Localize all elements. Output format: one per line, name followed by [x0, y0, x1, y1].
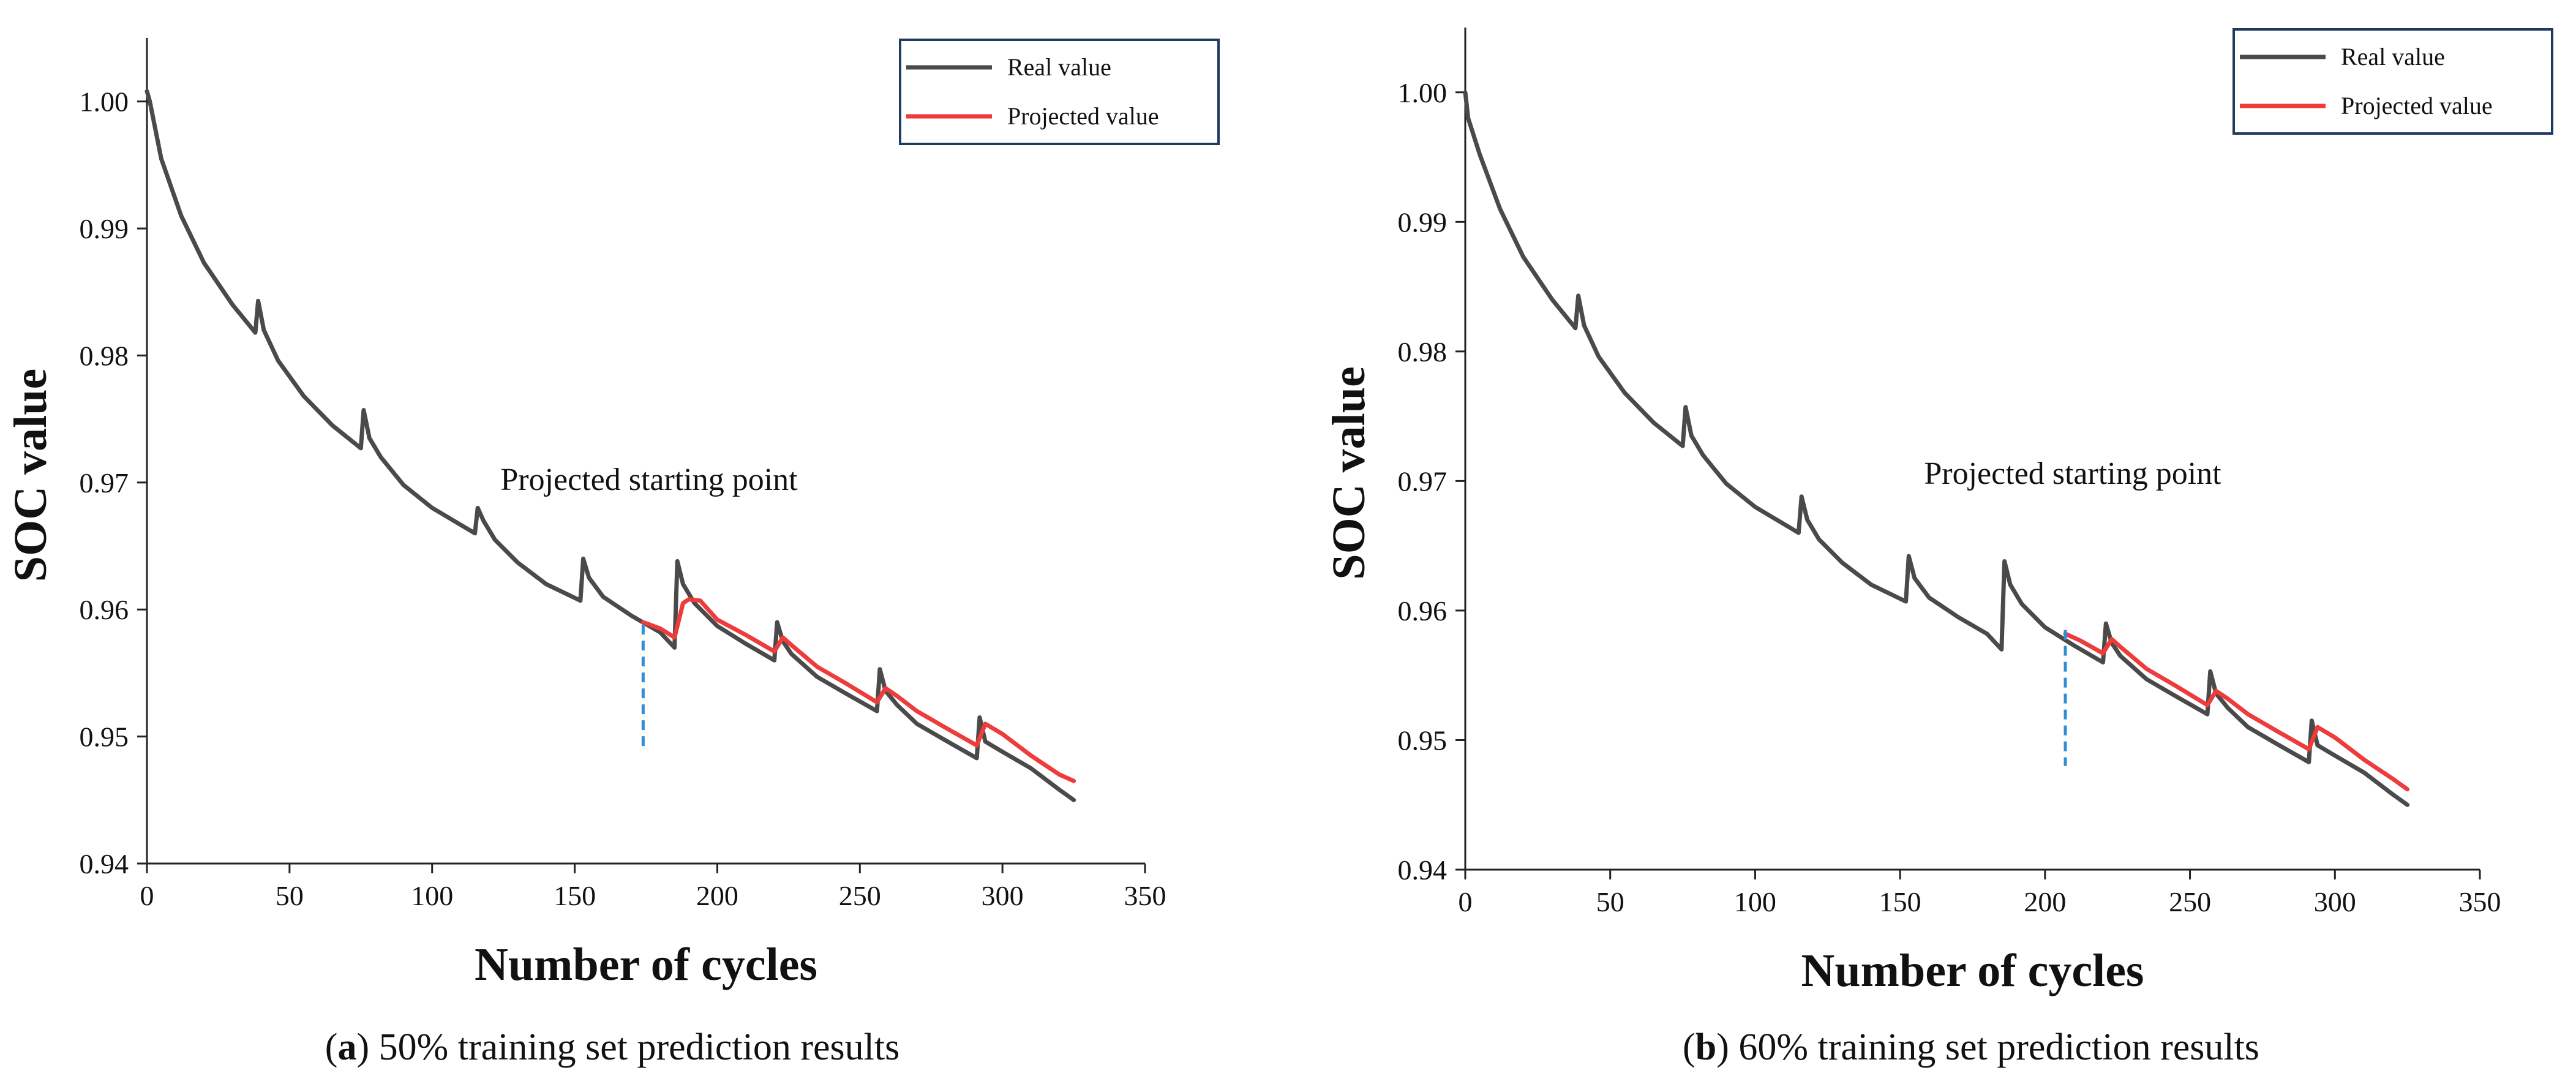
x-tick-label: 300 [982, 880, 1024, 911]
x-tick-label: 100 [411, 880, 453, 911]
y-tick-label: 1.00 [80, 86, 129, 118]
y-tick-label: 1.00 [1398, 77, 1448, 108]
caption-close-paren: ) [356, 1026, 369, 1068]
caption-close-paren: ) [1716, 1026, 1729, 1068]
projected-start-annotation: Projected starting point [1924, 456, 2221, 491]
caption-text: 60% training set prediction results [1729, 1026, 2259, 1068]
y-tick-label: 0.99 [1398, 206, 1448, 238]
y-tick-label: 0.95 [1398, 725, 1448, 756]
legend: Real value Projected value [899, 39, 1220, 145]
caption-open-paren: ( [325, 1026, 338, 1068]
x-axis-title: Number of cycles [475, 939, 817, 990]
panel-caption: (b) 60% training set prediction results [1683, 1026, 2259, 1068]
legend-label-projected: Projected value [2341, 92, 2493, 119]
x-tick-label: 100 [1734, 886, 1776, 917]
legend-label-projected: Projected value [1007, 102, 1159, 130]
caption-open-paren: ( [1683, 1026, 1695, 1068]
real-value-line [145, 89, 1076, 802]
y-tick-label: 0.94 [80, 848, 129, 879]
legend: Real value Projected value [2232, 28, 2553, 135]
legend-box [899, 39, 1220, 145]
y-axis-title: SOC value [1323, 366, 1375, 579]
y-tick-label: 0.95 [80, 721, 129, 753]
x-tick-label: 0 [140, 880, 154, 911]
x-tick-label: 150 [1879, 886, 1921, 917]
y-tick-label: 0.97 [80, 467, 129, 499]
y-axis-title: SOC value [5, 369, 56, 582]
x-tick-label: 200 [696, 880, 738, 911]
chart-panel-b: 0 50 100 150 200 250 300 350 0.94 0.95 0.96 0.97 0.9… [1323, 28, 2553, 1068]
y-tick-label: 0.96 [1398, 595, 1448, 627]
projected-start-annotation: Projected starting point [500, 462, 798, 497]
x-tick-label: 250 [2169, 886, 2211, 917]
caption-letter: a [337, 1026, 356, 1068]
y-tick-label: 0.97 [1398, 465, 1448, 497]
x-tick-label: 300 [2314, 886, 2356, 917]
y-tick-label: 0.98 [80, 340, 129, 371]
x-tick-label: 50 [276, 880, 304, 911]
y-tick-label: 0.98 [1398, 336, 1448, 367]
y-tick-label: 0.99 [80, 213, 129, 244]
legend-label-real: Real value [1007, 53, 1111, 81]
caption-letter: b [1695, 1026, 1716, 1068]
y-tick-label: 0.94 [1398, 854, 1448, 886]
x-tick-label: 200 [2024, 886, 2066, 917]
x-tick-label: 0 [1459, 886, 1473, 917]
x-tick-label: 350 [2459, 886, 2501, 917]
y-tick-label: 0.96 [80, 594, 129, 625]
x-tick-label: 150 [554, 880, 596, 911]
caption-text: 50% training set prediction results [369, 1026, 899, 1068]
x-axis-title: Number of cycles [1801, 945, 2144, 996]
projected-value-line [2063, 631, 2410, 792]
real-value-line [1463, 90, 2410, 807]
chart-panel-a: 0 50 100 150 200 250 300 350 0.94 0.95 0.96 0.97 0.9… [5, 38, 1220, 1068]
legend-label-real: Real value [2341, 43, 2445, 70]
panel-caption: (a) 50% training set prediction results [325, 1026, 899, 1068]
x-tick-label: 250 [839, 880, 881, 911]
projected-value-line [640, 597, 1076, 783]
x-tick-label: 50 [1596, 886, 1624, 917]
x-tick-label: 350 [1124, 880, 1166, 911]
legend-box [2232, 28, 2553, 135]
